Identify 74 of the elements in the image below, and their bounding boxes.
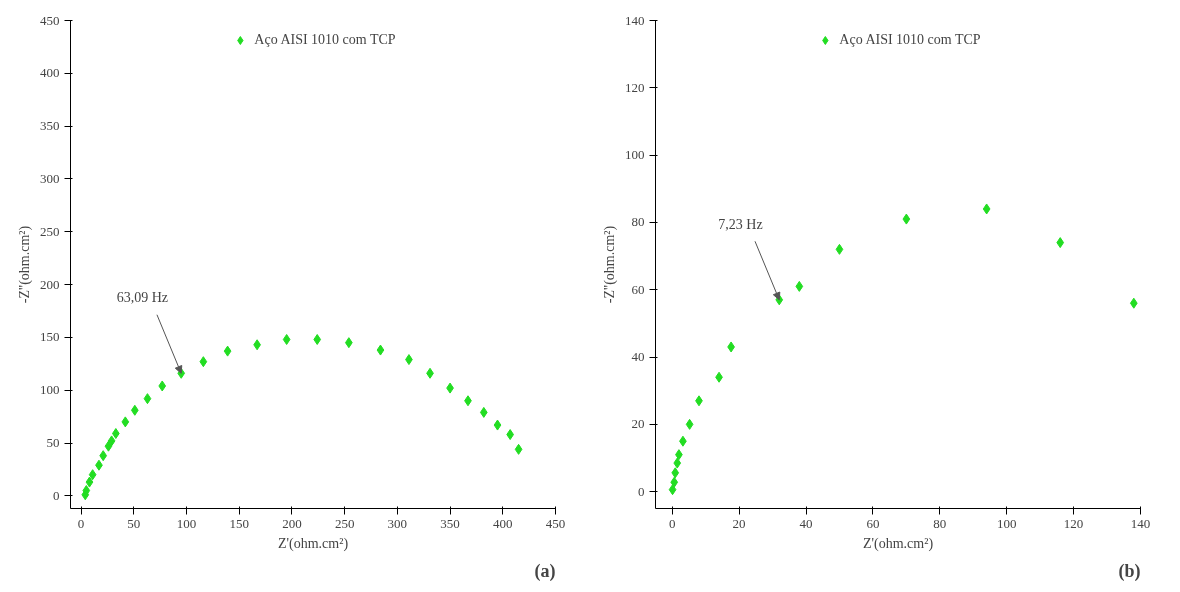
y-tick-label: 40 [631,349,645,365]
x-tick-label: 50 [127,515,141,531]
x-axis-title: Z'(ohm.cm²) [862,535,934,552]
point [1056,237,1065,249]
x-tick-label: 0 [668,515,676,531]
point [685,418,694,430]
point [107,435,116,447]
point [835,243,844,255]
y-tick-label: 20 [631,416,645,432]
point [671,467,680,479]
y-tick-label: 100 [625,147,645,163]
point [88,469,97,481]
point [902,213,911,225]
point [143,393,152,405]
x-tick-label: 300 [387,515,408,531]
x-tick-label: 250 [334,515,355,531]
x-tick-label: 80 [933,515,947,531]
x-tick-label: 20 [732,515,746,531]
point [982,203,991,215]
x-tick-label: 0 [77,515,85,531]
point [158,380,167,392]
y-tick-label: 50 [46,435,60,451]
point [673,457,682,469]
y-tick-label: 400 [40,65,60,81]
point [313,334,322,345]
point [130,404,139,416]
point [121,416,130,428]
point [670,476,679,488]
y-tick-label: 350 [40,118,60,134]
text: (a) [534,560,556,582]
point [795,280,804,292]
x-tick-label: 120 [1063,515,1084,531]
y-tick-label: 140 [625,12,645,28]
point [376,344,385,356]
y-tick-label: 80 [631,214,645,230]
annotation: 7,23 Hz [718,216,763,232]
y-tick-label: 450 [40,12,60,28]
y-tick-label: 0 [638,483,645,499]
point [223,345,232,357]
annotation: 63,09 Hz [116,289,169,305]
point [479,406,488,418]
x-tick-label: 200 [282,515,302,531]
y-tick-label: 200 [40,276,60,292]
point [493,419,502,431]
y-tick-label: 120 [625,79,645,95]
point [514,443,523,455]
y-tick-label: 250 [40,223,60,239]
x-tick-label: 150 [229,515,249,531]
point [199,356,208,368]
point [668,484,677,496]
y-tick-label: 0 [53,487,60,503]
y-tick-label: 100 [40,382,60,398]
y-tick-label: 150 [40,329,60,345]
text: (b) [1118,560,1141,582]
y-axis-title: -Z''(ohm.cm²) [17,225,33,304]
x-tick-label: 60 [866,515,880,531]
x-tick-label: 100 [176,515,197,531]
point [1129,297,1138,309]
point [85,476,94,488]
point [99,450,108,462]
x-axis-title: Z'(ohm.cm²) [277,535,349,552]
x-tick-label: 140 [1130,515,1151,531]
y-axis-title: -Z''(ohm.cm²) [602,225,618,304]
point [112,428,120,439]
y-tick-label: 60 [631,281,645,297]
x-tick-label: 100 [996,515,1017,531]
y-tick-label: 300 [40,170,60,186]
legend-label: Aço AISI 1010 com TCP [254,32,396,48]
legend-label: Aço AISI 1010 com TCP [839,32,981,48]
x-tick-label: 400 [493,515,513,531]
point [282,334,291,345]
x-tick-label: 40 [799,515,813,531]
x-tick-label: 450 [545,515,566,531]
x-tick-label: 350 [440,515,460,531]
